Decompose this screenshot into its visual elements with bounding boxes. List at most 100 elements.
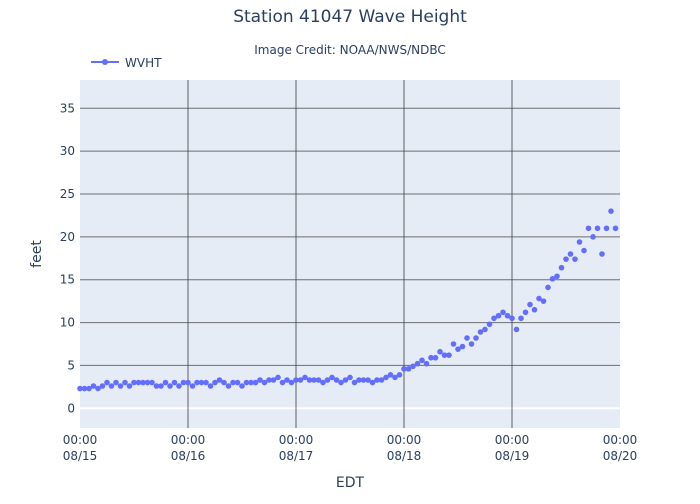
- data-point: [450, 341, 457, 347]
- data-point: [99, 383, 106, 389]
- data-point: [518, 315, 524, 322]
- data-point: [567, 251, 574, 257]
- data-point: [576, 239, 583, 245]
- data-point: [540, 298, 547, 304]
- y-tick-label: 5: [67, 358, 75, 372]
- data-point: [302, 374, 308, 381]
- data-point: [113, 379, 119, 386]
- data-point: [473, 335, 479, 341]
- data-point: [603, 225, 610, 232]
- data-point: [117, 383, 124, 389]
- data-point: [194, 379, 200, 386]
- data-point: [257, 377, 263, 383]
- data-point: [401, 366, 407, 372]
- y-tick-label: 30: [60, 144, 75, 158]
- data-point: [419, 357, 425, 364]
- data-point: [563, 256, 569, 262]
- y-tick-label: 0: [67, 401, 75, 415]
- data-point: [468, 341, 475, 347]
- x-axis-label: EDT: [336, 475, 365, 491]
- data-point: [428, 354, 434, 361]
- data-point: [432, 354, 439, 361]
- data-point: [221, 379, 227, 386]
- data-point: [176, 383, 182, 389]
- data-point: [108, 383, 115, 389]
- data-point: [144, 379, 151, 386]
- data-point: [239, 383, 245, 389]
- data-point: [392, 374, 398, 381]
- data-point: [594, 225, 601, 232]
- data-point: [423, 360, 430, 367]
- data-point: [504, 312, 511, 319]
- data-point: [81, 385, 88, 392]
- data-point: [333, 377, 340, 383]
- data-point: [437, 348, 443, 355]
- data-point: [131, 379, 137, 386]
- data-point: [581, 247, 587, 254]
- y-tick-labels: 0 5 10 15 20 25 30 35: [60, 101, 75, 415]
- data-point: [554, 273, 560, 280]
- data-point: [405, 366, 412, 372]
- data-point: [360, 377, 367, 383]
- data-point: [243, 379, 250, 386]
- data-point: [459, 343, 466, 350]
- data-point: [441, 352, 448, 358]
- data-point: [149, 379, 155, 386]
- data-point: [486, 321, 493, 328]
- plot-background: [80, 80, 620, 428]
- x-tick-time: 00:00: [495, 433, 530, 447]
- data-point: [135, 379, 142, 386]
- data-point: [306, 377, 313, 383]
- data-point: [351, 379, 358, 386]
- data-point: [455, 346, 461, 352]
- data-point: [104, 379, 110, 386]
- data-point: [347, 374, 353, 381]
- data-point: [320, 379, 326, 386]
- data-points: [77, 208, 619, 392]
- data-point: [284, 377, 290, 383]
- data-point: [126, 383, 133, 389]
- data-point: [162, 379, 169, 386]
- data-point: [158, 383, 164, 389]
- data-point: [387, 372, 394, 378]
- x-tick-time: 00:00: [171, 433, 206, 447]
- y-tick-label: 25: [60, 187, 75, 201]
- data-point: [509, 315, 515, 322]
- legend[interactable]: WVHT: [91, 56, 162, 70]
- data-point: [599, 251, 605, 257]
- x-tick-date: 08/16: [171, 449, 206, 463]
- data-point: [212, 379, 218, 386]
- x-tick-labels: 00:00 08/15 00:00 08/16 00:00 08/17 00:00 08/18…: [63, 433, 638, 463]
- data-point: [374, 377, 380, 383]
- y-tick-label: 15: [60, 273, 75, 287]
- data-point: [527, 301, 533, 308]
- data-point: [230, 379, 236, 386]
- data-point: [329, 374, 335, 381]
- data-point: [383, 374, 389, 381]
- data-point: [225, 383, 232, 389]
- data-point: [356, 377, 362, 383]
- data-point: [482, 326, 488, 333]
- data-point: [153, 383, 160, 389]
- x-tick-time: 00:00: [603, 433, 638, 447]
- data-point: [95, 385, 101, 392]
- data-point: [279, 379, 286, 386]
- data-point: [185, 379, 191, 386]
- data-point: [590, 234, 596, 240]
- data-point: [324, 377, 331, 383]
- data-point: [513, 326, 520, 333]
- data-point: [446, 352, 452, 358]
- data-point: [396, 372, 403, 378]
- data-point: [122, 379, 128, 386]
- y-tick-label: 35: [60, 101, 75, 115]
- data-point: [608, 208, 614, 214]
- data-point: [410, 363, 416, 370]
- x-tick-date: 08/20: [603, 449, 638, 463]
- data-point: [369, 379, 376, 386]
- data-point: [491, 315, 497, 322]
- chart-subtitle: Image Credit: NOAA/NWS/NDBC: [254, 43, 445, 57]
- data-point: [477, 329, 484, 335]
- data-point: [500, 309, 506, 316]
- data-point: [293, 377, 299, 383]
